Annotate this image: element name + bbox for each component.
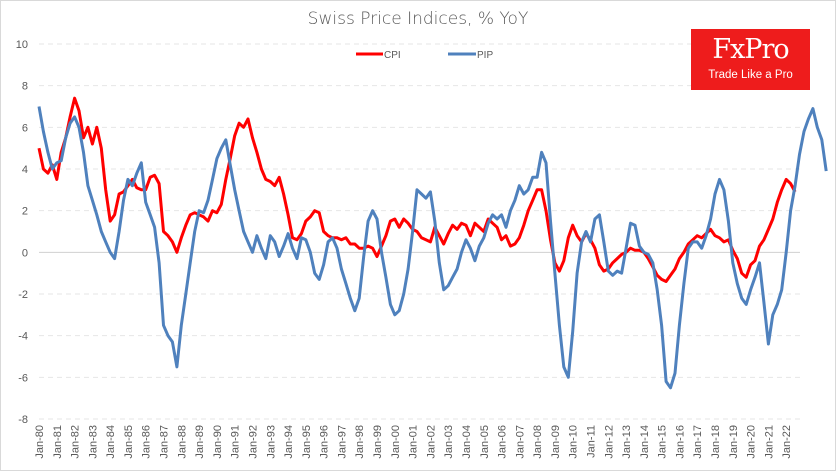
y-tick-label: 10: [16, 39, 28, 51]
x-tick-label: Jan-04: [461, 425, 473, 459]
x-tick-label: Jan-19: [728, 425, 740, 459]
y-tick-label: -8: [18, 414, 28, 426]
x-tick-label: Jan-21: [763, 425, 775, 459]
x-tick-label: Jan-11: [585, 425, 597, 458]
series-lines: [37, 96, 828, 390]
x-tick-label: Jan-12: [603, 425, 615, 459]
x-tick-label: Jan-98: [354, 425, 366, 459]
x-tick-label: Jan-90: [212, 425, 224, 459]
x-tick-label: Jan-82: [70, 425, 82, 459]
legend-label-cpi: CPI: [384, 50, 401, 61]
y-tick-label: 2: [22, 206, 28, 218]
x-tick-label: Jan-97: [336, 425, 348, 459]
x-tick-label: Jan-89: [194, 425, 206, 459]
gridlines: [39, 43, 800, 420]
x-tick-label: Jan-93: [265, 425, 277, 459]
x-tick-label: Jan-86: [141, 425, 153, 459]
y-tick-label: -6: [18, 372, 28, 384]
x-tick-label: Jan-84: [105, 425, 117, 459]
series-line-cpi: [37, 96, 797, 283]
x-tick-label: Jan-92: [247, 425, 259, 459]
y-tick-label: 8: [22, 81, 28, 93]
x-tick-label: Jan-95: [301, 425, 313, 459]
legend: CPI PIP: [356, 50, 493, 61]
x-tick-label: Jan-18: [710, 425, 722, 459]
x-tick-label: Jan-09: [550, 425, 562, 459]
logo-tagline: Trade Like a Pro: [708, 69, 793, 81]
fxpro-logo: FxPro Trade Like a Pro: [691, 29, 810, 90]
x-tick-label: Jan-00: [390, 425, 402, 459]
x-tick-label: Jan-88: [176, 425, 188, 459]
x-tick-label: Jan-85: [123, 425, 135, 459]
x-tick-label: Jan-20: [746, 425, 758, 459]
x-tick-label: Jan-15: [657, 425, 669, 459]
x-tick-label: Jan-87: [159, 425, 171, 459]
x-tick-label: Jan-14: [639, 425, 651, 459]
legend-label-pip: PIP: [477, 50, 493, 61]
x-tick-label: Jan-99: [372, 425, 384, 459]
x-tick-label: Jan-03: [443, 425, 455, 459]
x-tick-label: Jan-96: [319, 425, 331, 459]
y-tick-label: -2: [18, 289, 28, 301]
y-tick-label: 0: [22, 247, 28, 259]
x-tick-label: Jan-10: [568, 425, 580, 459]
x-axis: Jan-80 Jan-81 Jan-82 Jan-83 Jan-84 Jan-85 Jan-…: [34, 425, 793, 459]
y-axis: -8 -6 -4 -2 0 2 4 6 8 10: [16, 39, 28, 426]
x-tick-label: Jan-07: [514, 425, 526, 459]
x-tick-label: Jan-80: [34, 425, 46, 459]
x-tick-label: Jan-83: [87, 425, 99, 459]
x-tick-label: Jan-05: [479, 425, 491, 459]
x-tick-label: Jan-91: [230, 425, 242, 459]
x-tick-label: Jan-94: [283, 425, 295, 459]
chart-title: Swiss Price Indices, % YoY: [308, 9, 529, 29]
x-tick-label: Jan-81: [52, 425, 64, 459]
y-tick-label: 6: [22, 122, 28, 134]
x-tick-label: Jan-06: [497, 425, 509, 459]
series-line-pip: [37, 106, 828, 390]
x-tick-label: Jan-08: [532, 425, 544, 459]
x-tick-label: Jan-01: [408, 425, 420, 459]
y-tick-label: -4: [18, 331, 28, 343]
x-tick-label: Jan-02: [425, 425, 437, 459]
x-tick-label: Jan-13: [621, 425, 633, 459]
y-tick-label: 4: [22, 164, 28, 176]
x-tick-label: Jan-22: [781, 425, 793, 459]
x-tick-label: Jan-16: [674, 425, 686, 459]
x-tick-label: Jan-17: [692, 425, 704, 459]
logo-brand-name: FxPro: [712, 34, 789, 65]
